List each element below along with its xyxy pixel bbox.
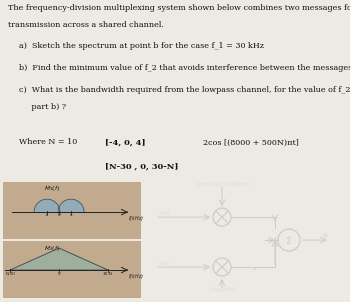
Text: a)  Sketch the spectrum at point b for the case f_1 = 30 kHz: a) Sketch the spectrum at point b for th…	[19, 42, 264, 50]
Text: 0: 0	[58, 271, 60, 275]
Text: 2cos(2$\pi$f$_2$t): 2cos(2$\pi$f$_2$t)	[208, 285, 236, 294]
Text: $f$(kHz): $f$(kHz)	[128, 214, 144, 223]
Text: 2cos [(8000 + 500N)πt]: 2cos [(8000 + 500N)πt]	[203, 138, 299, 146]
Text: b: b	[323, 233, 326, 238]
Text: b)  Find the minimum value of f_2 that avoids interference between the messages.: b) Find the minimum value of f_2 that av…	[19, 64, 350, 72]
Polygon shape	[10, 248, 108, 270]
Text: [-4, 0, 4]: [-4, 0, 4]	[105, 138, 146, 146]
Text: transmission across a shared channel.: transmission across a shared channel.	[8, 21, 163, 29]
Text: N-30: N-30	[5, 271, 15, 275]
Text: c)  What is the bandwidth required from the lowpass channel, for the value of f_: c) What is the bandwidth required from t…	[19, 86, 350, 94]
Text: Where N = 10: Where N = 10	[19, 138, 77, 146]
Text: 0: 0	[58, 213, 60, 217]
Text: The frequency-division multiplexing system shown below combines two messages for: The frequency-division multiplexing syst…	[8, 4, 350, 12]
Bar	[3, 241, 141, 298]
Text: [N-30 , 0, 30-N]: [N-30 , 0, 30-N]	[105, 163, 178, 171]
Text: $\Sigma$: $\Sigma$	[286, 235, 293, 246]
Text: part b) ?: part b) ?	[19, 103, 66, 111]
Text: $f$(kHz): $f$(kHz)	[128, 272, 144, 281]
Text: 30-N: 30-N	[103, 271, 113, 275]
Bar	[3, 182, 141, 239]
Text: $m_1(t)$: $m_1(t)$	[157, 209, 172, 218]
Text: $m_2(t)$: $m_2(t)$	[157, 259, 172, 268]
Text: $M_1(f)$: $M_1(f)$	[44, 184, 60, 193]
Text: 2cos[(8000+500N)$\pi$t]: 2cos[(8000+500N)$\pi$t]	[195, 180, 250, 189]
Text: a: a	[253, 266, 256, 271]
Text: $M_2(f)$: $M_2(f)$	[44, 244, 60, 253]
Text: 4: 4	[70, 213, 72, 217]
Text: -4: -4	[45, 213, 49, 217]
